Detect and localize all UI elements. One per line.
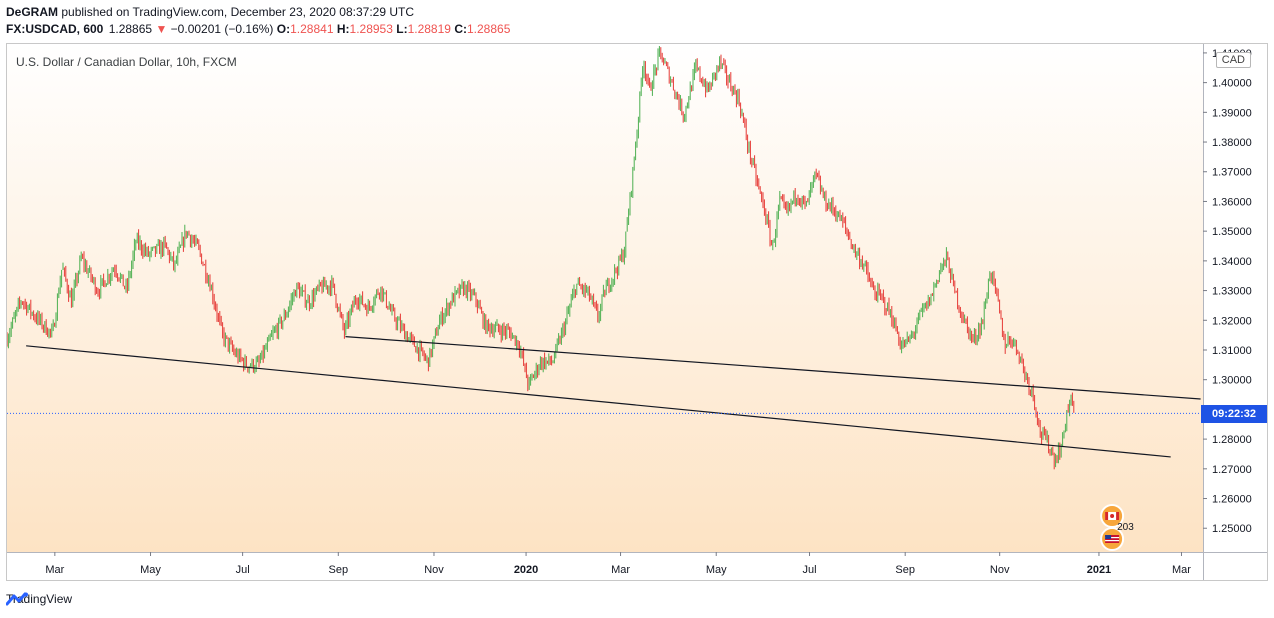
us-flag-stripe	[1105, 537, 1120, 539]
x-tick-label: Jul	[802, 564, 816, 576]
low-label: L:	[396, 22, 408, 36]
x-tick-label: 2020	[514, 564, 538, 576]
ohlc-bar: FX:USDCAD, 600 1.28865 ▼ −0.00201 (−0.16…	[6, 22, 510, 36]
y-tick-label: 1.39000	[1212, 107, 1252, 119]
maple-leaf	[1110, 514, 1115, 518]
y-tick-label: 1.32000	[1212, 315, 1252, 327]
countdown-badge: 09:22:32	[1201, 405, 1267, 423]
x-tick-label: Sep	[895, 564, 915, 576]
chart-legend-title: U.S. Dollar / Canadian Dollar, 10h, FXCM	[16, 55, 237, 69]
y-tick-label: 1.31000	[1212, 345, 1252, 357]
us-flag-stripe	[1105, 540, 1120, 542]
x-tick-label: May	[706, 564, 727, 576]
price-chart[interactable]: 1.250001.260001.270001.280001.290001.300…	[7, 44, 1268, 581]
x-tick-label: Mar	[1172, 564, 1191, 576]
close-value: 1.28865	[466, 22, 511, 36]
event-count: 203	[1117, 522, 1134, 533]
last-price: 1.28865	[108, 22, 153, 36]
x-tick-label: May	[140, 564, 161, 576]
symbol-label[interactable]: FX:USDCAD, 600	[6, 22, 104, 36]
y-tick-label: 1.28000	[1212, 434, 1252, 446]
y-tick-label: 1.33000	[1212, 286, 1252, 298]
currency-badge: CAD	[1215, 52, 1251, 68]
us-flag-canton	[1105, 535, 1112, 539]
x-tick-label: Jul	[236, 564, 250, 576]
us-flag-field	[1105, 535, 1120, 543]
open-label: O:	[276, 22, 291, 36]
close-label: C:	[454, 22, 467, 36]
published-text: published on TradingView.com, December 2…	[61, 5, 415, 19]
chart-area[interactable]: 1.250001.260001.270001.280001.290001.300…	[6, 43, 1268, 581]
trendline	[345, 336, 1201, 400]
publish-info: DeGRAM published on TradingView.com, Dec…	[6, 5, 414, 19]
y-tick-label: 1.36000	[1212, 196, 1252, 208]
low-value: 1.28819	[407, 22, 451, 36]
canada-flag-right	[1116, 512, 1120, 520]
y-tick-label: 1.26000	[1212, 494, 1252, 506]
down-arrow-icon: ▼	[155, 22, 168, 36]
x-tick-label: Sep	[329, 564, 349, 576]
y-tick-label: 1.25000	[1212, 523, 1252, 535]
footer: TradingView	[6, 592, 72, 606]
y-tick-label: 1.27000	[1212, 464, 1252, 476]
trendline	[26, 345, 1171, 458]
high-value: 1.28953	[349, 22, 393, 36]
canada-flag-left	[1105, 512, 1109, 520]
y-tick-label: 1.37000	[1212, 167, 1252, 179]
plot-background	[7, 44, 1203, 552]
x-tick-label: Nov	[990, 564, 1010, 576]
y-tick-label: 1.35000	[1212, 226, 1252, 238]
tradingview-logo-icon[interactable]	[6, 592, 30, 606]
y-tick-label: 1.38000	[1212, 137, 1252, 149]
x-tick-label: Mar	[611, 564, 630, 576]
author-name[interactable]: DeGRAM	[6, 5, 59, 19]
high-label: H:	[336, 22, 350, 36]
price-change: −0.00201 (−0.16%)	[170, 22, 274, 36]
y-tick-label: 1.30000	[1212, 375, 1252, 387]
x-tick-label: 2021	[1087, 564, 1111, 576]
x-tick-label: Nov	[424, 564, 444, 576]
y-tick-label: 1.34000	[1212, 256, 1252, 268]
x-tick-label: Mar	[45, 564, 64, 576]
y-tick-label: 1.40000	[1212, 78, 1252, 90]
open-value: 1.28841	[290, 22, 334, 36]
